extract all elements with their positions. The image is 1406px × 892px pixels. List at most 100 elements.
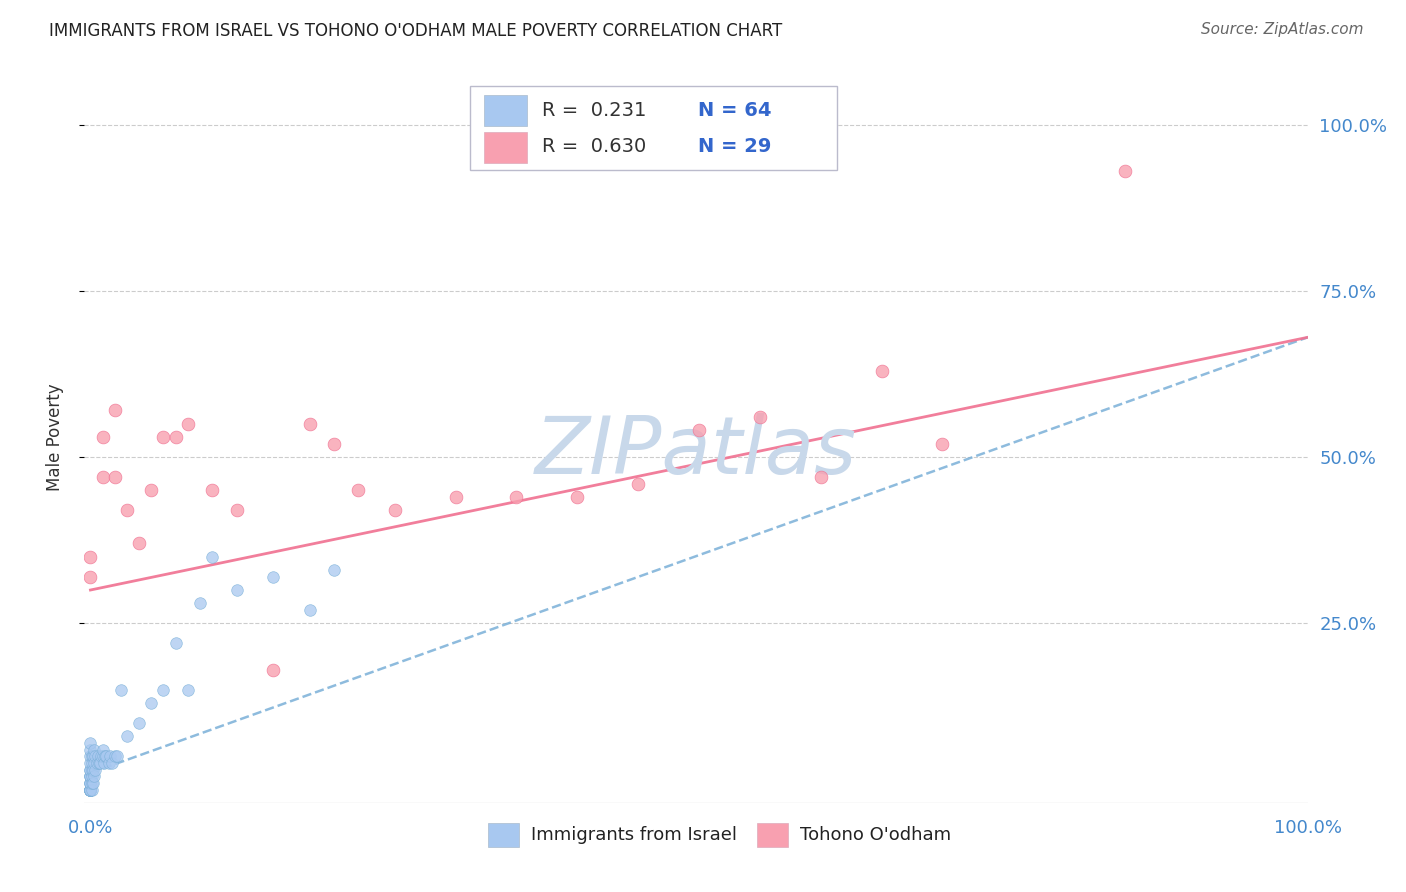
Point	[347, 483, 370, 498]
Point	[110, 682, 132, 697]
Point	[567, 490, 589, 504]
Point	[177, 682, 200, 697]
Point	[322, 563, 344, 577]
Point	[262, 570, 284, 584]
Point	[79, 742, 101, 756]
Point	[80, 776, 103, 790]
Point	[80, 749, 103, 764]
Point	[96, 749, 118, 764]
Text: ZIPatlas: ZIPatlas	[534, 413, 858, 491]
Point	[80, 763, 103, 777]
Point	[87, 749, 110, 764]
Point	[688, 424, 710, 438]
Point	[165, 430, 187, 444]
Point	[1114, 164, 1136, 178]
Point	[93, 756, 115, 770]
Point	[188, 596, 211, 610]
Point	[141, 696, 163, 710]
Point	[91, 470, 114, 484]
Point	[80, 769, 103, 783]
Point	[627, 476, 650, 491]
Point	[152, 430, 174, 444]
Text: Tohono O'odham: Tohono O'odham	[800, 826, 950, 844]
Text: Immigrants from Israel: Immigrants from Israel	[531, 826, 737, 844]
Point	[79, 769, 101, 783]
Point	[505, 490, 527, 504]
Point	[89, 756, 111, 770]
Point	[97, 756, 120, 770]
Point	[104, 403, 127, 417]
Point	[98, 749, 121, 764]
Point	[79, 776, 101, 790]
Point	[91, 430, 114, 444]
Point	[87, 756, 110, 770]
Point	[82, 763, 104, 777]
Point	[79, 769, 101, 783]
Point	[80, 756, 103, 770]
Point	[79, 782, 101, 797]
Point	[384, 503, 406, 517]
Point	[79, 763, 101, 777]
Point	[80, 782, 103, 797]
Point	[444, 490, 467, 504]
Point	[84, 749, 107, 764]
Point	[91, 742, 114, 756]
Point	[79, 749, 101, 764]
Point	[870, 363, 893, 377]
Point	[298, 417, 321, 431]
Point	[225, 582, 247, 597]
Bar	[488, 823, 519, 847]
Point	[79, 549, 101, 564]
Text: IMMIGRANTS FROM ISRAEL VS TOHONO O'ODHAM MALE POVERTY CORRELATION CHART: IMMIGRANTS FROM ISRAEL VS TOHONO O'ODHAM…	[49, 22, 783, 40]
Point	[84, 763, 107, 777]
Point	[201, 549, 224, 564]
Point	[104, 749, 127, 764]
Bar	[484, 95, 527, 126]
Point	[82, 776, 104, 790]
Point	[83, 756, 105, 770]
Point	[83, 742, 105, 756]
Point	[262, 663, 284, 677]
Point	[79, 763, 101, 777]
Point	[83, 769, 105, 783]
Point	[115, 503, 138, 517]
Bar	[484, 132, 527, 163]
Point	[201, 483, 224, 498]
Point	[79, 782, 101, 797]
FancyBboxPatch shape	[470, 86, 837, 170]
Text: Source: ZipAtlas.com: Source: ZipAtlas.com	[1201, 22, 1364, 37]
Text: N = 64: N = 64	[699, 101, 772, 120]
Point	[748, 410, 770, 425]
Point	[79, 782, 101, 797]
Point	[79, 776, 101, 790]
Text: N = 29: N = 29	[699, 137, 772, 156]
Point	[810, 470, 832, 484]
Text: R =  0.231: R = 0.231	[541, 101, 647, 120]
Point	[82, 749, 104, 764]
Point	[86, 756, 108, 770]
Point	[79, 776, 101, 790]
Point	[79, 782, 101, 797]
Point	[322, 436, 344, 450]
Point	[165, 636, 187, 650]
Point	[79, 782, 101, 797]
Point	[94, 749, 117, 764]
Point	[79, 769, 101, 783]
Point	[141, 483, 163, 498]
Point	[128, 716, 150, 731]
Point	[101, 756, 124, 770]
Bar	[758, 823, 787, 847]
Point	[90, 749, 112, 764]
Point	[152, 682, 174, 697]
Point	[79, 570, 101, 584]
Point	[105, 749, 128, 764]
Point	[225, 503, 247, 517]
Point	[931, 436, 953, 450]
Point	[115, 729, 138, 743]
Text: R =  0.630: R = 0.630	[541, 137, 647, 156]
Point	[79, 782, 101, 797]
Point	[104, 470, 127, 484]
Point	[79, 756, 101, 770]
Point	[79, 782, 101, 797]
Point	[298, 603, 321, 617]
